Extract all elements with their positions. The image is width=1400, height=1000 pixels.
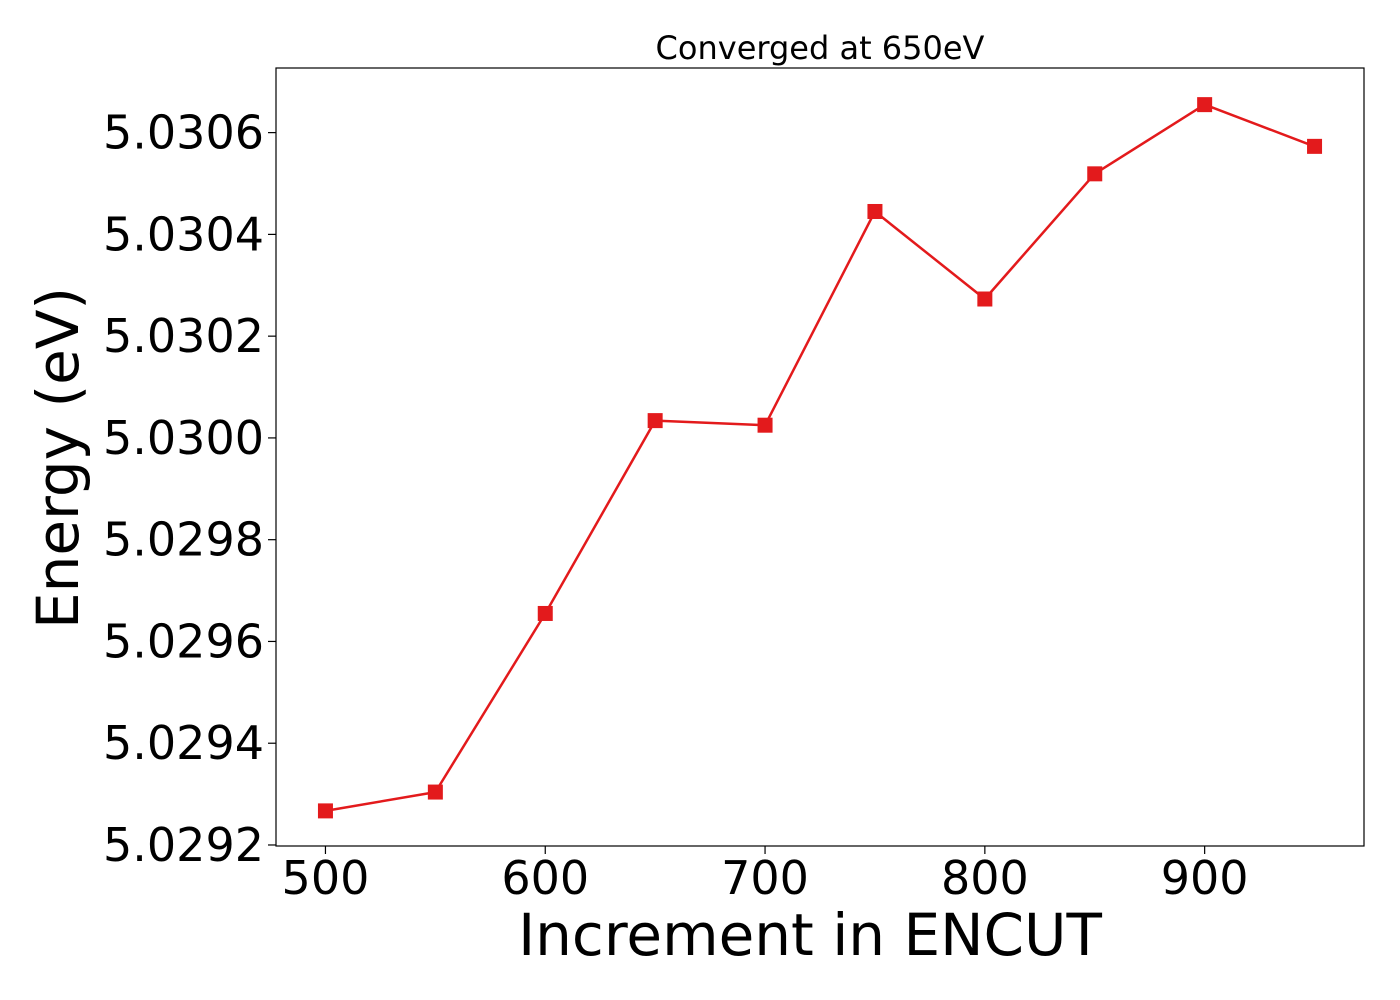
data-point-marker [317, 803, 333, 819]
data-point-marker [647, 413, 663, 429]
x-tick-label: 600 [501, 851, 589, 905]
plot-area [317, 97, 1323, 819]
data-point-marker [757, 417, 773, 433]
y-tick-label: 5.0306 [103, 106, 264, 160]
data-point-marker [537, 605, 553, 621]
y-tick-label: 5.0296 [103, 614, 264, 668]
y-tick-label: 5.0294 [103, 716, 264, 770]
x-tick-label: 900 [1161, 851, 1249, 905]
y-tick-label: 5.0304 [103, 207, 264, 261]
x-axis: 500 600 700 800 900 [282, 846, 1249, 905]
data-point-marker [1307, 138, 1323, 154]
y-tick-label: 5.0298 [103, 513, 264, 567]
data-point-marker [977, 291, 993, 307]
data-point-marker [427, 784, 443, 800]
chart-title: Converged at 650eV [656, 29, 985, 67]
y-axis: 5.0292 5.0294 5.0296 5.0298 5.0300 5.0302 5.03… [103, 106, 276, 872]
y-tick-label: 5.0302 [103, 309, 264, 363]
x-tick-label: 700 [721, 851, 809, 905]
data-point-marker [1197, 97, 1213, 113]
data-point-marker [867, 203, 883, 219]
series-line [325, 103, 1315, 813]
x-axis-label: Increment in ENCUT [518, 901, 1102, 969]
x-tick-label: 500 [282, 851, 370, 905]
data-point-marker [1087, 166, 1103, 182]
y-tick-label: 5.0300 [103, 411, 264, 465]
y-axis-label: Energy (eV) [24, 287, 92, 629]
plot-frame [275, 67, 1365, 847]
x-tick-label: 800 [941, 851, 1029, 905]
y-tick-label: 5.0292 [103, 818, 264, 872]
